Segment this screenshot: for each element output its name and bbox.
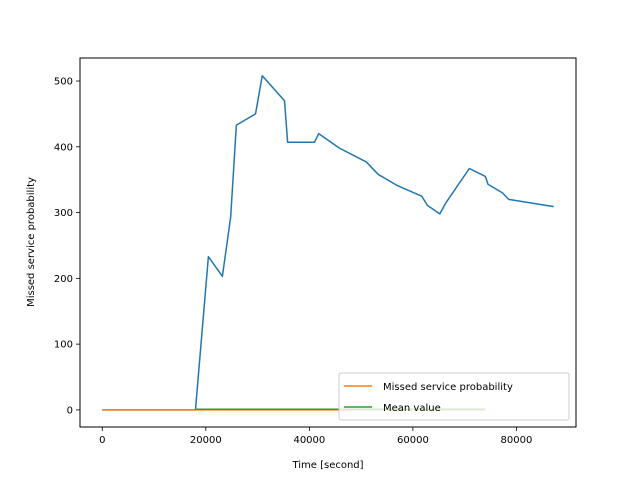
- y-tick-label: 500: [54, 77, 73, 88]
- plot-frame: [79, 57, 577, 428]
- y-tick-label: 200: [54, 274, 73, 285]
- x-axis-label: Time [second]: [291, 460, 363, 471]
- x-tick-label: 20000: [190, 435, 222, 446]
- legend-label-1: Missed service probability: [383, 382, 513, 393]
- y-axis-ticks: 0 100 200 300 400 500: [54, 77, 80, 416]
- x-tick-label: 60000: [397, 435, 429, 446]
- legend-label-2: Mean value: [383, 403, 441, 414]
- y-tick-label: 100: [54, 340, 73, 351]
- legend-box: [338, 372, 570, 421]
- series-line-1: [102, 75, 554, 411]
- y-tick-label: 300: [54, 208, 73, 219]
- x-tick-label: 40000: [293, 435, 325, 446]
- y-axis-label: Missed service probability: [26, 177, 37, 307]
- x-tick-label: 0: [99, 435, 105, 446]
- x-tick-label: 80000: [501, 435, 533, 446]
- y-tick-label: 400: [54, 142, 73, 153]
- legend: Missed service probability Mean value: [338, 372, 570, 421]
- x-axis-ticks: 0 20000 40000 60000 80000: [99, 427, 532, 446]
- y-tick-label: 0: [67, 405, 73, 416]
